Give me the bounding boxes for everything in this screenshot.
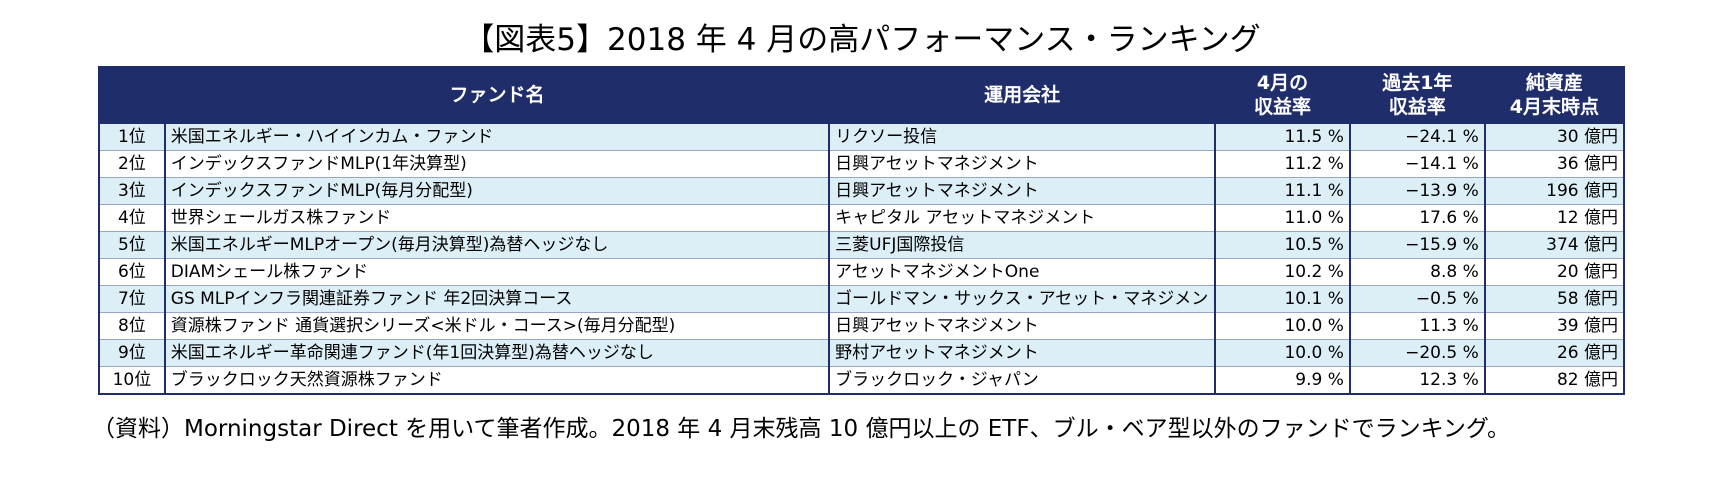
rank-cell: 7位	[98, 285, 166, 313]
table-row: 4位 世界シェールガス株ファンド キャピタル アセットマネジメント 11.0 %…	[98, 204, 1626, 232]
fund-name-cell: 米国エネルギーMLPオープン(毎月決算型)為替ヘッジなし	[163, 231, 831, 259]
april-return-cell: 11.1 %	[1214, 177, 1351, 205]
aum-cell: 26 億円	[1483, 339, 1626, 367]
fund-name-cell: インデックスファンドMLP(1年決算型)	[163, 150, 831, 178]
fund-name-cell: 米国エネルギー革命関連ファンド(年1回決算型)為替ヘッジなし	[163, 339, 831, 367]
header-april-return-line1: 4月の	[1256, 72, 1309, 94]
header-aum-line1: 純資産	[1525, 72, 1583, 94]
april-return-cell: 11.2 %	[1214, 150, 1351, 178]
table-row: 10位 ブラックロック天然資源株ファンド ブラックロック・ジャパン 9.9 % …	[98, 366, 1626, 395]
table-header-row: ファンド名 運用会社 4月の 収益率 過去1年 収益率 純資産 4月末時点	[98, 66, 1626, 124]
company-cell: ゴールドマン・サックス・アセット・マネジメント	[828, 285, 1217, 313]
fund-name-cell: 資源株ファンド 通貨選択シリーズ<米ドル・コース>(毎月分配型)	[163, 312, 831, 340]
fund-name-cell: ブラックロック天然資源株ファンド	[163, 366, 831, 395]
1y-return-cell: −24.1 %	[1348, 123, 1486, 151]
header-rank	[98, 66, 166, 124]
1y-return-cell: −0.5 %	[1348, 285, 1486, 313]
april-return-cell: 11.0 %	[1214, 204, 1351, 232]
company-cell: 日興アセットマネジメント	[828, 177, 1217, 205]
header-1y-return-line2: 収益率	[1388, 96, 1446, 118]
fund-name-cell: GS MLPインフラ関連証券ファンド 年2回決算コース	[163, 285, 831, 313]
table-row: 2位 インデックスファンドMLP(1年決算型) 日興アセットマネジメント 11.…	[98, 150, 1626, 178]
header-april-return: 4月の 収益率	[1214, 66, 1351, 124]
april-return-cell: 10.2 %	[1214, 258, 1351, 286]
1y-return-cell: 8.8 %	[1348, 258, 1486, 286]
header-1y-return-line1: 過去1年	[1382, 72, 1453, 94]
table-row: 3位 インデックスファンドMLP(毎月分配型) 日興アセットマネジメント 11.…	[98, 177, 1626, 205]
aum-cell: 58 億円	[1483, 285, 1626, 313]
header-fund-name: ファンド名	[163, 66, 831, 124]
fund-name-cell: 世界シェールガス株ファンド	[163, 204, 831, 232]
header-1y-return: 過去1年 収益率	[1348, 66, 1486, 124]
aum-cell: 12 億円	[1483, 204, 1626, 232]
company-cell: リクソー投信	[828, 123, 1217, 151]
april-return-cell: 10.0 %	[1214, 339, 1351, 367]
rank-cell: 8位	[98, 312, 166, 340]
april-return-cell: 10.1 %	[1214, 285, 1351, 313]
aum-cell: 30 億円	[1483, 123, 1626, 151]
source-note: （資料）Morningstar Direct を用いて筆者作成。2018 年 4…	[92, 416, 1511, 442]
1y-return-cell: 12.3 %	[1348, 366, 1486, 395]
1y-return-cell: −14.1 %	[1348, 150, 1486, 178]
ranking-table: ファンド名 運用会社 4月の 収益率 過去1年 収益率 純資産 4月末時点 1位 米国…	[98, 66, 1626, 395]
aum-cell: 20 億円	[1483, 258, 1626, 286]
aum-cell: 82 億円	[1483, 366, 1626, 395]
company-cell: アセットマネジメントOne	[828, 258, 1217, 286]
header-april-return-line2: 収益率	[1253, 96, 1311, 118]
aum-cell: 374 億円	[1483, 231, 1626, 259]
company-cell: 日興アセットマネジメント	[828, 150, 1217, 178]
fund-name-cell: DIAMシェール株ファンド	[163, 258, 831, 286]
table-row: 9位 米国エネルギー革命関連ファンド(年1回決算型)為替ヘッジなし 野村アセット…	[98, 339, 1626, 367]
1y-return-cell: −13.9 %	[1348, 177, 1486, 205]
1y-return-cell: −15.9 %	[1348, 231, 1486, 259]
company-cell: 三菱UFJ国際投信	[828, 231, 1217, 259]
rank-cell: 6位	[98, 258, 166, 286]
rank-cell: 1位	[98, 123, 166, 151]
rank-cell: 4位	[98, 204, 166, 232]
rank-cell: 2位	[98, 150, 166, 178]
aum-cell: 36 億円	[1483, 150, 1626, 178]
table-row: 1位 米国エネルギー・ハイインカム・ファンド リクソー投信 11.5 % −24…	[98, 123, 1626, 151]
table-row: 6位 DIAMシェール株ファンド アセットマネジメントOne 10.2 % 8.…	[98, 258, 1626, 286]
table-row: 8位 資源株ファンド 通貨選択シリーズ<米ドル・コース>(毎月分配型) 日興アセ…	[98, 312, 1626, 340]
table-row: 7位 GS MLPインフラ関連証券ファンド 年2回決算コース ゴールドマン・サッ…	[98, 285, 1626, 313]
rank-cell: 3位	[98, 177, 166, 205]
company-cell: キャピタル アセットマネジメント	[828, 204, 1217, 232]
april-return-cell: 10.5 %	[1214, 231, 1351, 259]
header-aum: 純資産 4月末時点	[1483, 66, 1626, 124]
april-return-cell: 10.0 %	[1214, 312, 1351, 340]
rank-cell: 5位	[98, 231, 166, 259]
header-company: 運用会社	[828, 66, 1217, 124]
1y-return-cell: −20.5 %	[1348, 339, 1486, 367]
april-return-cell: 9.9 %	[1214, 366, 1351, 395]
april-return-cell: 11.5 %	[1214, 123, 1351, 151]
fund-name-cell: インデックスファンドMLP(毎月分配型)	[163, 177, 831, 205]
company-cell: 野村アセットマネジメント	[828, 339, 1217, 367]
company-cell: 日興アセットマネジメント	[828, 312, 1217, 340]
company-cell: ブラックロック・ジャパン	[828, 366, 1217, 395]
fund-name-cell: 米国エネルギー・ハイインカム・ファンド	[163, 123, 831, 151]
rank-cell: 10位	[98, 366, 166, 395]
figure-title: 【図表5】2018 年 4 月の高パフォーマンス・ランキング	[463, 22, 1261, 58]
aum-cell: 196 億円	[1483, 177, 1626, 205]
table-row: 5位 米国エネルギーMLPオープン(毎月決算型)為替ヘッジなし 三菱UFJ国際投…	[98, 231, 1626, 259]
1y-return-cell: 11.3 %	[1348, 312, 1486, 340]
1y-return-cell: 17.6 %	[1348, 204, 1486, 232]
rank-cell: 9位	[98, 339, 166, 367]
header-aum-line2: 4月末時点	[1509, 96, 1599, 118]
aum-cell: 39 億円	[1483, 312, 1626, 340]
